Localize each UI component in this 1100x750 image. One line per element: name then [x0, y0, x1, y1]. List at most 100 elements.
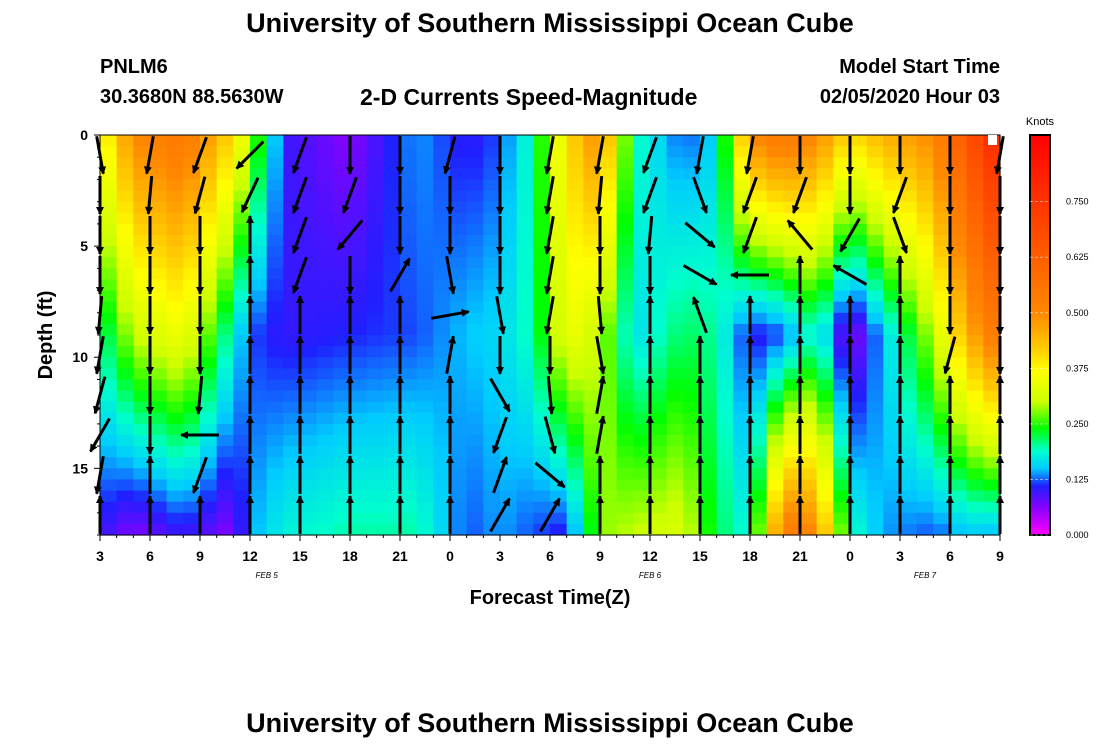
heatmap-cell: [900, 423, 918, 436]
heatmap-cell: [283, 490, 301, 503]
heatmap-cell: [483, 201, 501, 214]
heatmap-cell: [366, 135, 384, 147]
heatmap-cell: [950, 301, 968, 314]
heatmap-cell: [450, 190, 468, 203]
heatmap-cell: [800, 512, 818, 525]
heatmap-cell: [100, 201, 118, 214]
heatmap-cell: [250, 423, 268, 436]
heatmap-cell: [833, 212, 851, 225]
heatmap-cell: [216, 368, 234, 381]
heatmap-cell: [150, 335, 168, 347]
heatmap-cell: [400, 501, 418, 514]
heatmap-cell: [283, 290, 301, 303]
heatmap-cell: [816, 246, 834, 258]
heatmap-cell: [266, 512, 284, 525]
heatmap-cell: [450, 212, 468, 225]
heatmap-cell: [700, 346, 718, 358]
heatmap-cell: [516, 490, 534, 503]
heatmap-cell: [933, 412, 951, 425]
heatmap-cell: [133, 512, 151, 525]
heatmap-cell: [983, 157, 1001, 169]
heatmap-cell: [933, 268, 951, 281]
heatmap-cell: [400, 446, 418, 458]
heatmap-cell: [466, 323, 484, 336]
heatmap-cell: [816, 501, 834, 514]
heatmap-cell: [866, 179, 884, 192]
heatmap-cell: [283, 412, 301, 425]
heatmap-cell: [816, 446, 834, 458]
heatmap-cell: [316, 212, 334, 225]
heatmap-cell: [566, 368, 584, 381]
heatmap-cell: [766, 346, 784, 358]
heatmap-cell: [933, 346, 951, 358]
heatmap-cell: [516, 468, 534, 481]
heatmap-cell: [566, 379, 584, 392]
current-vector: [642, 176, 658, 214]
heatmap-cell: [883, 523, 901, 536]
heatmap-cell: [516, 212, 534, 225]
heatmap-cell: [883, 135, 901, 147]
heatmap-cell: [516, 301, 534, 314]
heatmap-cell: [316, 268, 334, 281]
heatmap-cell: [416, 190, 434, 203]
heatmap-cell: [350, 323, 368, 336]
heatmap-cell: [166, 346, 184, 358]
heatmap-cell: [150, 412, 168, 425]
heatmap-cell: [666, 201, 684, 214]
heatmap-cell: [650, 268, 668, 281]
heatmap-cell: [666, 279, 684, 292]
heatmap-cell: [400, 135, 418, 147]
heatmap-cell: [733, 435, 751, 447]
heatmap-cell: [283, 135, 301, 147]
heatmap-cell: [966, 290, 984, 303]
heatmap-cell: [766, 157, 784, 169]
heatmap-cell: [800, 301, 818, 314]
heatmap-cell: [516, 501, 534, 514]
heatmap-cell: [666, 446, 684, 458]
heatmap-cell: [100, 223, 118, 236]
heatmap-cell: [533, 290, 551, 303]
heatmap-cell: [533, 379, 551, 392]
heatmap-cell: [783, 290, 801, 303]
heatmap-cell: [433, 512, 451, 525]
heatmap-cell: [433, 246, 451, 258]
heatmap-cell: [383, 379, 401, 392]
heatmap-cell: [600, 135, 618, 147]
heatmap-cell: [333, 146, 351, 158]
heatmap-cell: [316, 335, 334, 347]
y-tick-label: 10: [72, 349, 88, 365]
current-vector: [743, 136, 755, 175]
heatmap-cell: [983, 357, 1001, 369]
heatmap-cell: [416, 423, 434, 436]
heatmap-cell: [816, 435, 834, 447]
heatmap-cell: [316, 512, 334, 525]
heatmap-cell: [200, 168, 218, 181]
heatmap-cell: [950, 201, 968, 214]
heatmap-cell: [466, 446, 484, 458]
heatmap-cell: [416, 290, 434, 303]
heatmap-cell: [500, 290, 518, 303]
heatmap-cell: [333, 479, 351, 492]
heatmap-cell: [383, 223, 401, 236]
heatmap-cell: [483, 468, 501, 481]
heatmap-cell: [133, 368, 151, 381]
heatmap-cell: [950, 390, 968, 403]
heatmap-cell: [150, 423, 168, 436]
heatmap-cell: [300, 435, 318, 447]
heatmap-cell: [750, 212, 768, 225]
heatmap-cell: [766, 401, 784, 414]
heatmap-cell: [516, 390, 534, 403]
heatmap-cell: [333, 301, 351, 314]
heatmap-cell: [700, 157, 718, 169]
heatmap-cell: [466, 490, 484, 503]
heatmap-cell: [533, 212, 551, 225]
heatmap-cell: [400, 457, 418, 469]
heatmap-cell: [950, 190, 968, 203]
x-tick-label: 0: [846, 548, 854, 564]
heatmap-cell: [800, 168, 818, 181]
heatmap-cell: [766, 523, 784, 536]
heatmap-cell: [200, 257, 218, 269]
heatmap-cell: [950, 212, 968, 225]
station-location: 30.3680N 88.5630W: [100, 86, 284, 108]
heatmap-cell: [266, 423, 284, 436]
